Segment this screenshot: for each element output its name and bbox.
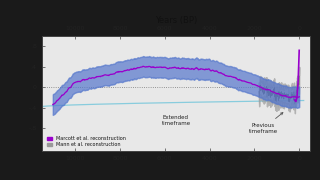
Text: Extended
timeframe: Extended timeframe <box>161 115 191 126</box>
Legend: Marcott et al. reconstruction, Mann et al. reconstruction: Marcott et al. reconstruction, Mann et a… <box>47 136 126 148</box>
Text: Previous
timeframe: Previous timeframe <box>249 112 283 134</box>
X-axis label: Years (BP): Years (BP) <box>155 16 197 25</box>
